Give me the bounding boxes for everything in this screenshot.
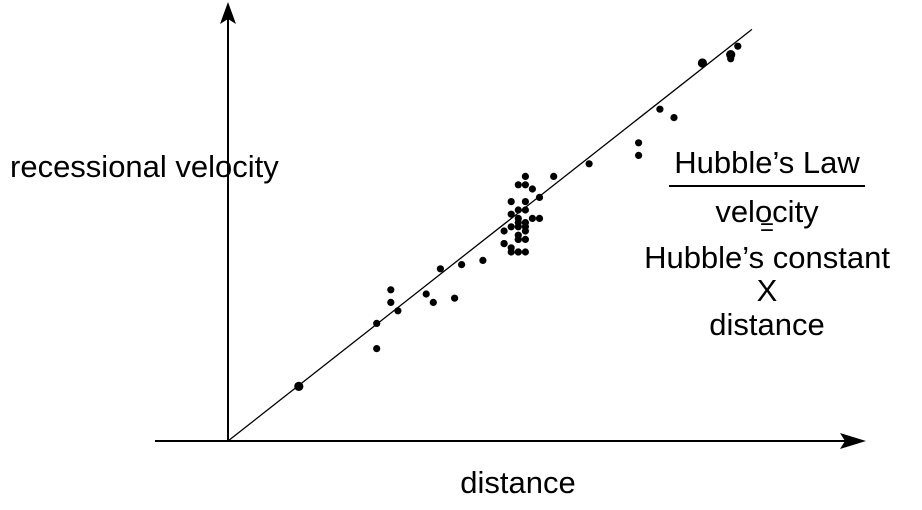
- data-point: [528, 214, 537, 222]
- data-point: [521, 172, 530, 180]
- data-point: [670, 114, 678, 122]
- data-point: [507, 223, 515, 231]
- data-point: [500, 240, 508, 248]
- data-point: [373, 319, 381, 327]
- data-point: [514, 235, 522, 243]
- data-point: [535, 193, 544, 201]
- data-point: [451, 294, 459, 302]
- data-point: [656, 105, 664, 113]
- x-axis-arrowhead: [840, 433, 866, 449]
- data-point: [500, 227, 508, 235]
- data-point: [521, 223, 530, 231]
- data-point: [514, 214, 522, 222]
- data-point: [429, 298, 437, 306]
- data-point: [734, 42, 742, 50]
- formula-times-sign: X: [756, 273, 778, 309]
- data-point: [514, 206, 522, 214]
- data-point: [458, 261, 466, 269]
- data-points: [294, 42, 742, 391]
- data-point: [514, 248, 522, 256]
- y-axis-arrowhead: [220, 2, 236, 24]
- data-point: [635, 151, 643, 159]
- x-axis-label: distance: [460, 465, 576, 500]
- data-point: [521, 181, 530, 189]
- formula-hubble-constant: Hubble’s constant: [644, 239, 890, 275]
- formula-equals-sign: =: [759, 213, 774, 241]
- data-point: [507, 198, 515, 206]
- data-point: [507, 210, 515, 218]
- formula-title: Hubble’s Law: [674, 145, 860, 180]
- data-point: [535, 214, 544, 222]
- formula-velocity: velocity: [715, 194, 819, 230]
- data-point: [387, 298, 395, 306]
- best-fit-line: [227, 28, 753, 442]
- data-point: [394, 307, 402, 315]
- data-point: [697, 58, 708, 68]
- data-point: [635, 139, 643, 147]
- hubble-law-formula: Hubble’s Law velocity = Hubble’s constan…: [624, 145, 910, 342]
- data-point: [585, 160, 593, 168]
- data-point: [521, 198, 530, 206]
- data-point: [528, 185, 537, 193]
- data-point: [521, 206, 530, 214]
- formula-distance: distance: [709, 306, 825, 342]
- data-point: [521, 235, 530, 243]
- data-point: [726, 50, 736, 60]
- data-point: [387, 286, 395, 294]
- formula-underline: [669, 185, 865, 188]
- data-point: [550, 172, 558, 180]
- data-point: [521, 248, 530, 256]
- data-point: [294, 381, 304, 391]
- data-point: [507, 248, 515, 256]
- data-point: [479, 256, 487, 264]
- data-point: [422, 290, 430, 298]
- data-point: [373, 345, 381, 353]
- y-axis-label: recessional velocity: [10, 149, 279, 184]
- data-point: [436, 265, 444, 273]
- data-point: [514, 181, 522, 189]
